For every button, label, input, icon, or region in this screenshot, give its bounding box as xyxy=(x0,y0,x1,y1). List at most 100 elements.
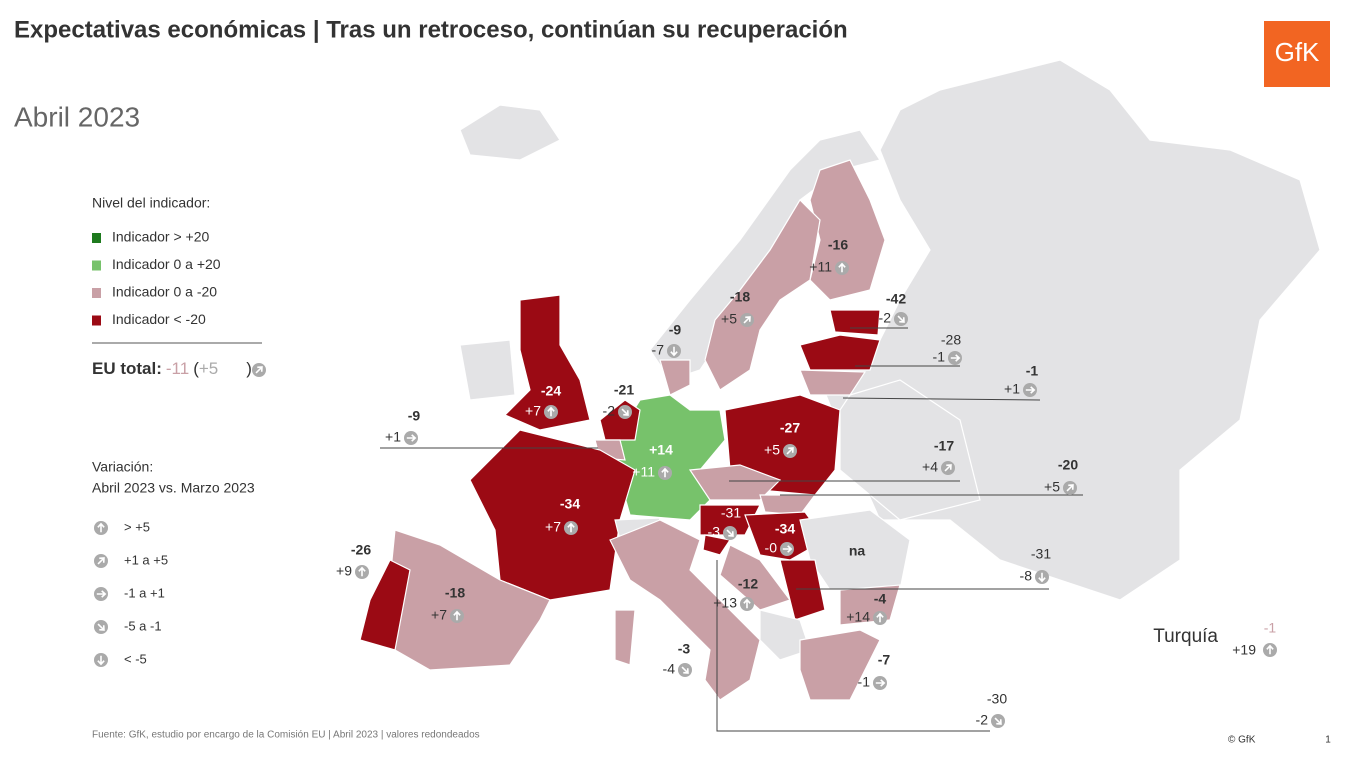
finland xyxy=(809,159,886,301)
austria xyxy=(699,504,761,536)
change-icon xyxy=(658,466,672,480)
country-change: +7 xyxy=(545,519,561,535)
country-change: +7 xyxy=(431,607,447,623)
icon-arrow xyxy=(1025,386,1036,394)
slovenia xyxy=(702,534,731,556)
sardinia xyxy=(614,609,636,666)
variation-title: Variación: xyxy=(92,459,153,475)
icon-arrow xyxy=(670,346,678,357)
country-change: +13 xyxy=(713,595,737,611)
country-value: -34 xyxy=(560,496,580,512)
change-icon xyxy=(252,363,266,377)
country-value: -9 xyxy=(408,408,421,424)
icon-arrow xyxy=(786,447,794,455)
change-icon xyxy=(1035,570,1049,584)
legend-title: Nivel del indicador: xyxy=(92,195,210,211)
variation-label: +1 a +5 xyxy=(124,552,168,567)
country-change: -1 xyxy=(858,674,871,690)
change-icon xyxy=(948,351,962,365)
icon-arrow xyxy=(255,366,263,374)
country-change: +5 xyxy=(1044,479,1060,495)
icon-arrow xyxy=(97,557,105,565)
country-change: +5 xyxy=(721,311,737,327)
change-icon xyxy=(1063,481,1077,495)
country-change: +14 xyxy=(846,609,870,625)
icon-arrow xyxy=(681,666,689,674)
change-icon xyxy=(1263,643,1277,657)
change-icon xyxy=(678,663,692,677)
map xyxy=(359,59,1321,701)
variation-label: > +5 xyxy=(124,519,150,534)
icon-arrow xyxy=(97,623,105,631)
change-icon xyxy=(780,542,794,556)
sweden xyxy=(704,199,821,391)
icon-arrow xyxy=(1066,484,1074,492)
iceland xyxy=(459,104,561,161)
icon-arrow xyxy=(944,464,952,472)
icon-arrow xyxy=(743,598,751,609)
change-icon xyxy=(404,431,418,445)
country-change: -4 xyxy=(663,661,676,677)
eu-total-change: +5 xyxy=(199,359,218,378)
icon-arrow xyxy=(358,566,366,577)
variation-subtitle: Abril 2023 vs. Marzo 2023 xyxy=(92,480,255,496)
country-change: -8 xyxy=(1020,568,1033,584)
change-icon xyxy=(740,597,754,611)
country-change: -7 xyxy=(652,342,665,358)
logo: GfK xyxy=(1275,37,1320,67)
na-label: na xyxy=(849,543,866,559)
eu-total-label: EU total: xyxy=(92,359,162,378)
change-icon xyxy=(450,609,464,623)
change-icon xyxy=(1023,383,1037,397)
icon-arrow xyxy=(950,354,961,362)
greece xyxy=(799,629,881,701)
france xyxy=(469,429,636,601)
change-icon xyxy=(835,261,849,275)
eu-total-open: ( xyxy=(193,359,199,378)
change-icon xyxy=(783,444,797,458)
icon-arrow xyxy=(782,545,793,553)
change-icon xyxy=(941,461,955,475)
country-change: +5 xyxy=(764,442,780,458)
country-value: -7 xyxy=(878,652,891,668)
icon-arrow xyxy=(876,612,884,623)
icon-arrow xyxy=(97,655,105,666)
icon-arrow xyxy=(661,467,669,478)
eu-total: EU total: -11 (+5) xyxy=(92,359,252,378)
eu-total-close: ) xyxy=(246,359,252,378)
country-value: -18 xyxy=(730,289,750,305)
icon-arrow xyxy=(743,316,751,324)
belarus-ukraine xyxy=(839,379,981,521)
country-change: -1 xyxy=(933,349,946,365)
variation-label: -1 a +1 xyxy=(124,585,165,600)
country-value: -3 xyxy=(678,641,691,657)
country-value: -30 xyxy=(987,691,1007,707)
country-change: -2 xyxy=(879,310,892,326)
change-icon xyxy=(94,620,108,634)
leader-line xyxy=(716,560,990,732)
ireland xyxy=(459,339,516,401)
country-value: -31 xyxy=(721,505,741,521)
legend-label: Indicador 0 a -20 xyxy=(112,284,217,300)
legend-swatch xyxy=(92,233,101,243)
balkans xyxy=(759,609,811,661)
icon-arrow xyxy=(1038,572,1046,583)
legend-label: Indicador 0 a +20 xyxy=(112,256,221,272)
country-value: -9 xyxy=(669,322,682,338)
change-icon xyxy=(544,405,558,419)
estonia xyxy=(829,309,881,336)
country-value: -24 xyxy=(541,383,561,399)
country-value: -42 xyxy=(886,291,906,307)
russia xyxy=(819,59,1321,601)
logo-box xyxy=(1264,21,1330,87)
country-change: -3 xyxy=(708,524,721,540)
denmark xyxy=(659,359,691,396)
country-value: -31 xyxy=(1031,546,1051,562)
czechia xyxy=(688,464,782,501)
icon-arrow xyxy=(1266,644,1274,655)
change-icon xyxy=(723,526,737,540)
title: Expectativas económicas | Tras un retroc… xyxy=(14,16,848,43)
country-change: +9 xyxy=(336,563,352,579)
country-value: -12 xyxy=(738,576,758,592)
source: Fuente: GfK, estudio por encargo de la C… xyxy=(92,730,480,741)
